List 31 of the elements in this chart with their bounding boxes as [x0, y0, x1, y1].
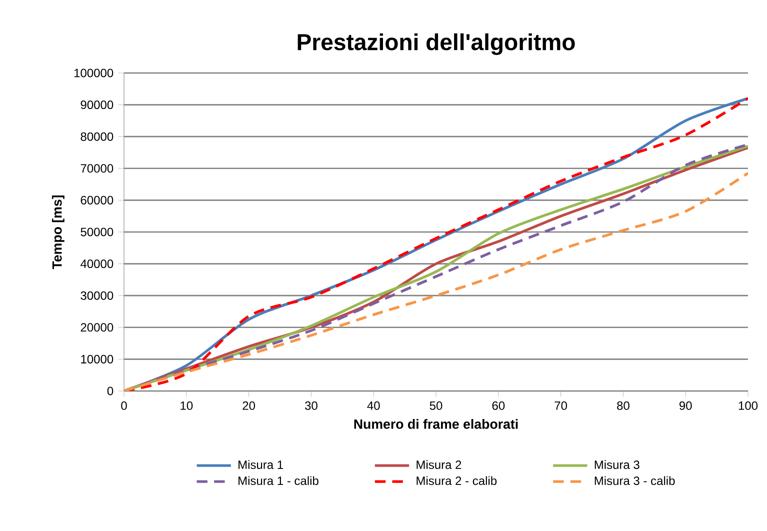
- x-tick-label: 70: [554, 401, 568, 410]
- y-tick-label: 80000: [80, 132, 114, 141]
- y-tick-label: 20000: [80, 323, 114, 332]
- x-tick-label: 20: [242, 401, 256, 410]
- legend-label: Misura 1 - calib: [238, 476, 318, 486]
- y-tick-label: 70000: [80, 164, 114, 173]
- chart-title: Prestazioni dell'algoritmo: [298, 33, 575, 55]
- y-tick-label: 10000: [81, 354, 114, 364]
- y-tick-label: 100000: [74, 68, 114, 78]
- legend-label: Misura 2: [416, 460, 462, 470]
- x-tick-label: 10: [180, 401, 193, 410]
- x-axis-title: Numero di frame elaborati: [354, 419, 518, 429]
- legend-label: Misura 2 - calib: [416, 476, 497, 486]
- y-tick-label: 30000: [80, 291, 114, 300]
- legend-label: Misura 1: [238, 460, 283, 470]
- y-tick-label: 40000: [80, 260, 114, 268]
- x-tick-label: 40: [367, 401, 380, 410]
- x-tick-label: 90: [679, 401, 692, 410]
- legend-label: Misura 3 - calib: [594, 476, 675, 486]
- x-tick-label: 60: [492, 401, 505, 410]
- y-tick-label: 90000: [80, 100, 114, 110]
- y-tick-label: 0: [107, 386, 114, 396]
- x-tick-label: 80: [617, 401, 630, 410]
- legend-label: Misura 3: [594, 460, 640, 470]
- x-tick-label: 0: [121, 401, 127, 410]
- y-tick-label: 50000: [80, 228, 114, 236]
- x-tick-label: 30: [304, 401, 318, 410]
- y-tick-label: 60000: [80, 196, 114, 204]
- x-tick-label: 50: [430, 401, 442, 410]
- x-tick-label: 100: [738, 401, 758, 410]
- y-axis-title: Tempo [ms]: [52, 195, 64, 270]
